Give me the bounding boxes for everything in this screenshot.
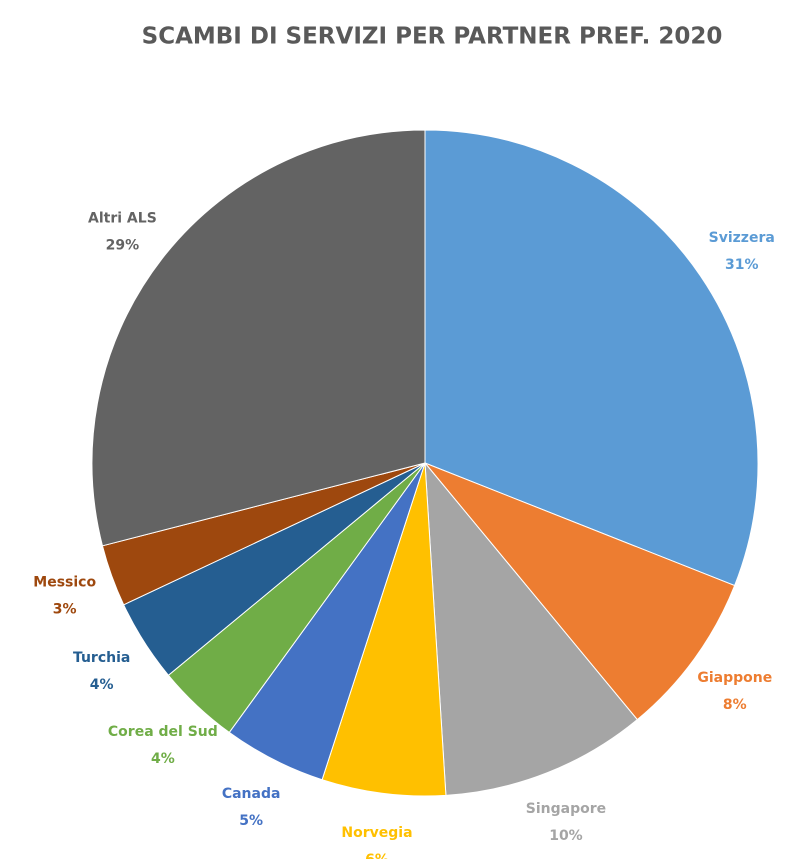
pie-slice: [424, 461, 638, 796]
chart-title: SCAMBI DI SERVIZI PER PARTNER PREF. 2020: [142, 24, 723, 50]
pie-slice: [424, 129, 759, 587]
slice-label: Altri ALS: [88, 210, 157, 226]
slice-value-label: 4%: [90, 677, 114, 693]
slice-label: Svizzera: [709, 230, 775, 246]
slice-value-label: 31%: [725, 257, 759, 273]
slice-label: Giappone: [697, 670, 772, 686]
slice-value-label: 5%: [239, 813, 263, 829]
slice-label: Canada: [222, 786, 281, 802]
slice-value-label: 29%: [106, 237, 140, 253]
slice-value-label: 8%: [723, 697, 747, 713]
pie-slice: [424, 462, 736, 721]
slice-label: Corea del Sud: [108, 724, 218, 740]
slice-label: Norvegia: [341, 825, 412, 841]
slice-label: Messico: [33, 575, 96, 591]
slice-label: Turchia: [73, 650, 130, 666]
slice-value-label: 6%: [365, 852, 389, 859]
slice-value-label: 10%: [549, 828, 583, 844]
pie-slice: [321, 462, 447, 797]
pie-slice: [91, 129, 426, 547]
slice-value-label: 3%: [53, 602, 77, 618]
slice-value-label: 4%: [151, 751, 175, 767]
slice-label: Singapore: [526, 801, 606, 817]
